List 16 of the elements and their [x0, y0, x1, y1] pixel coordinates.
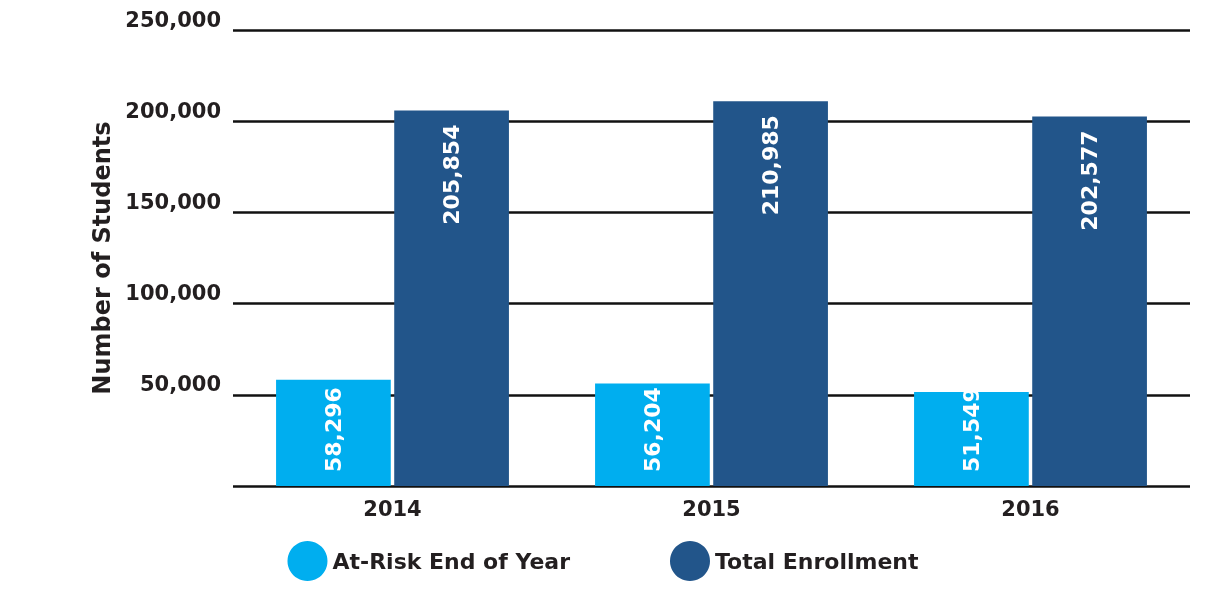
legend-label: At-Risk End of Year	[332, 548, 571, 574]
y-tick-label: 200,000	[125, 98, 221, 123]
x-tick-label: 2014	[363, 496, 422, 521]
data-label: 205,854	[439, 124, 465, 225]
x-tick-label: 2015	[682, 496, 741, 521]
x-tick-label: 2016	[1001, 496, 1060, 521]
y-tick-label: 150,000	[125, 189, 221, 214]
y-tick-label: 50,000	[139, 372, 221, 397]
y-tick-label: 250,000	[125, 7, 221, 32]
y-axis-title: Number of Students	[88, 121, 117, 395]
y-tick-label: 100,000	[125, 281, 221, 306]
legend-label: Total Enrollment	[714, 548, 919, 574]
data-label: 56,204	[639, 387, 665, 472]
data-label: 210,985	[758, 115, 784, 216]
data-label: 202,577	[1077, 130, 1103, 231]
data-label: 58,296	[320, 387, 346, 472]
